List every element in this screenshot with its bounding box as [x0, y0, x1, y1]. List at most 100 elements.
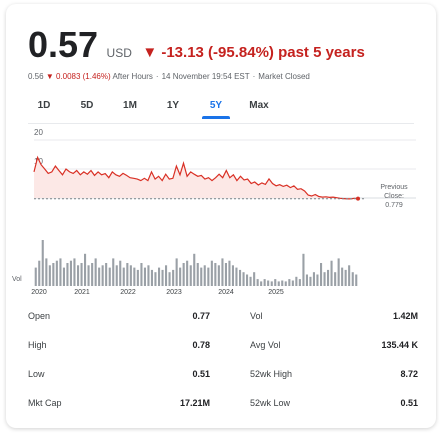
volume-bar: [267, 280, 270, 286]
volume-bar: [158, 267, 161, 286]
quote-timestamp: 14 November 19:54 EST: [161, 72, 250, 81]
stat-label-52wk-low: 52wk Low: [250, 398, 291, 408]
stat-label-vol: Vol: [250, 311, 263, 321]
volume-bar: [66, 263, 69, 286]
volume-bar: [108, 267, 111, 286]
stock-card: 0.57 USD ▼ -13.13 (-95.84%) past 5 years…: [6, 4, 436, 428]
volume-bar: [168, 272, 171, 286]
volume-bar: [48, 265, 51, 286]
stat-value-open: 0.77: [192, 311, 210, 321]
volume-bar: [323, 272, 326, 286]
volume-bar: [55, 260, 58, 286]
stat-value-high: 0.78: [192, 340, 210, 350]
volume-bar: [221, 258, 224, 286]
stats-row: High 0.78 Avg Vol 135.44 K: [28, 333, 418, 357]
stat-value-avg-vol: 135.44 K: [381, 340, 418, 350]
volume-bar: [122, 267, 125, 286]
volume-bar: [186, 260, 189, 286]
after-hours-price: 0.56: [28, 72, 44, 81]
volume-bar: [179, 267, 182, 286]
volume-bar: [231, 265, 234, 286]
volume-bar: [126, 263, 129, 286]
last-price-dot: [356, 196, 360, 201]
volume-bar: [119, 260, 122, 286]
volume-bar: [327, 269, 330, 286]
volume-bar: [253, 272, 256, 286]
volume-bar: [316, 274, 319, 286]
volume-bar: [154, 272, 157, 286]
x-tick-label: 2023: [166, 289, 182, 296]
y-tick-label: 20: [34, 128, 43, 137]
volume-bar: [320, 263, 323, 286]
volume-bar: [348, 265, 351, 286]
previous-close-label: Previous: [380, 184, 408, 191]
range-tab-1y[interactable]: 1Y: [166, 100, 180, 111]
range-tab-5d[interactable]: 5D: [80, 100, 94, 111]
volume-bar: [277, 281, 280, 286]
price-change: ▼ -13.13 (-95.84%) past 5 years: [142, 44, 365, 61]
volume-bar: [143, 267, 146, 286]
volume-bar: [147, 265, 150, 286]
stat-value-mkt-cap: 17.21M: [179, 398, 210, 408]
market-status: Market Closed: [258, 72, 310, 81]
stats-row: Low 0.51 52wk High 8.72: [28, 362, 418, 386]
range-tab-1d[interactable]: 1D: [37, 100, 51, 111]
volume-bar: [115, 265, 118, 286]
volume-bar: [351, 272, 354, 286]
previous-close-value: 0.779: [385, 202, 403, 209]
stat-label-open: Open: [28, 311, 51, 321]
volume-bar: [196, 263, 199, 286]
volume-bar: [165, 265, 168, 286]
stat-value-vol: 1.42M: [392, 311, 418, 321]
volume-bar: [224, 263, 227, 286]
price-area-fill: [34, 157, 358, 199]
stat-label-52wk-high: 52wk High: [250, 369, 293, 379]
stat-value-low: 0.51: [192, 369, 210, 379]
volume-bar: [312, 272, 315, 286]
volume-bar: [62, 267, 65, 286]
volume-bar: [52, 263, 55, 286]
volume-bar: [288, 279, 291, 286]
volume-bar: [77, 265, 80, 286]
volume-bar: [256, 279, 259, 286]
volume-bar: [80, 263, 83, 286]
volume-bar: [41, 240, 44, 286]
stat-value-52wk-low: 0.51: [400, 398, 418, 408]
volume-bar: [355, 274, 358, 286]
volume-bar: [228, 260, 231, 286]
stats-table: Open 0.77 Vol 1.42M High 0.78 Avg Vol 13…: [28, 304, 418, 420]
x-tick-label: 2022: [120, 289, 136, 296]
volume-bar: [298, 279, 301, 286]
volume-bar: [274, 279, 277, 286]
price-header: 0.57 USD ▼ -13.13 (-95.84%) past 5 years: [28, 24, 365, 66]
volume-bar: [242, 272, 245, 286]
stats-row: Open 0.77 Vol 1.42M: [28, 304, 418, 328]
volume-bar: [94, 258, 97, 286]
volume-bar: [337, 258, 340, 286]
volume-bar: [182, 263, 185, 286]
volume-bar: [235, 267, 238, 286]
range-tab-max[interactable]: Max: [249, 100, 269, 111]
volume-bar: [291, 280, 294, 286]
volume-bar: [341, 267, 344, 286]
volume-bar: [129, 265, 132, 286]
volume-bars: [34, 240, 358, 286]
volume-bar: [239, 269, 242, 286]
range-tab-1m[interactable]: 1M: [123, 100, 137, 111]
volume-bar: [309, 276, 312, 286]
previous-close-label-2: Close:: [384, 193, 404, 200]
stat-label-low: Low: [28, 369, 45, 379]
x-tick-label: 2025: [268, 289, 284, 296]
volume-bar: [73, 258, 76, 286]
volume-bar: [200, 267, 203, 286]
range-tab-5y[interactable]: 5Y: [200, 92, 232, 119]
volume-bar: [193, 253, 196, 286]
volume-bar: [59, 258, 62, 286]
price-chart[interactable]: 20 10 0 Previous Close: 0.779 Vol 2020 2…: [6, 126, 436, 296]
volume-bar: [38, 260, 41, 286]
after-hours-label: After Hours: [112, 72, 153, 81]
volume-bar: [98, 267, 101, 286]
volume-bar: [284, 281, 287, 286]
volume-bar: [34, 267, 37, 286]
volume-bar: [214, 263, 217, 286]
